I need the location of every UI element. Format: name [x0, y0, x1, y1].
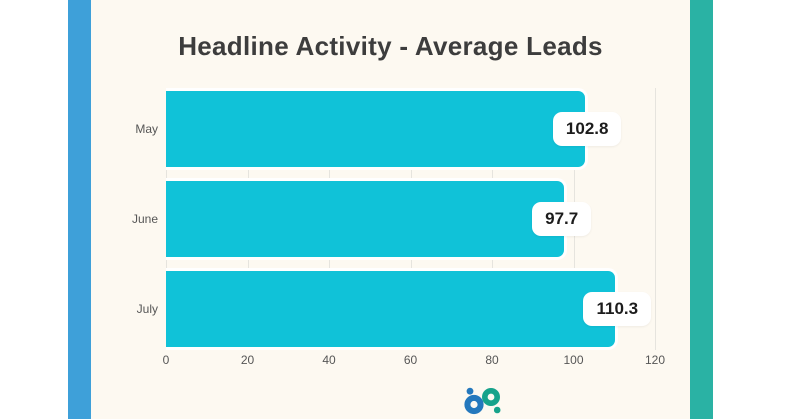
- category-label-june: June: [131, 212, 158, 226]
- x-tick-80: 80: [485, 353, 499, 367]
- chart-panel: Headline Activity - Average Leads May Ju…: [91, 0, 690, 419]
- bar-may: [166, 88, 588, 170]
- x-tick-0: 0: [162, 353, 170, 367]
- value-pill-july: 110.3: [583, 292, 652, 326]
- value-pill-june: 97.7: [532, 202, 592, 236]
- bar-row: 102.8: [166, 88, 676, 170]
- gridline: [655, 88, 656, 350]
- x-tick-100: 100: [563, 353, 584, 367]
- bar-row: 110.3: [166, 268, 676, 350]
- x-tick-120: 120: [644, 353, 666, 367]
- logo-p-dot: [493, 406, 501, 414]
- logo-b-ring: [464, 394, 484, 415]
- x-tick-60: 60: [403, 353, 418, 367]
- value-pill-may: 102.8: [552, 112, 622, 146]
- bar-june: [166, 178, 568, 260]
- right-accent-stripe: [690, 0, 713, 419]
- plot-area: 102.8 97.7 110.3 0 20 40 60 80 100 120: [162, 88, 676, 388]
- logo-b-dot: [466, 387, 474, 395]
- boostpoint-bp-logo: [464, 387, 501, 415]
- logo-p-ring: [481, 388, 500, 406]
- bar-july: [166, 268, 619, 350]
- chart-title: Headline Activity - Average Leads: [178, 31, 603, 61]
- x-tick-20: 20: [240, 353, 255, 367]
- left-accent-stripe: [68, 0, 91, 419]
- category-label-may: May: [135, 122, 158, 136]
- x-tick-40: 40: [322, 353, 336, 367]
- category-label-july: July: [136, 302, 158, 316]
- bar-row: 97.7: [166, 178, 676, 260]
